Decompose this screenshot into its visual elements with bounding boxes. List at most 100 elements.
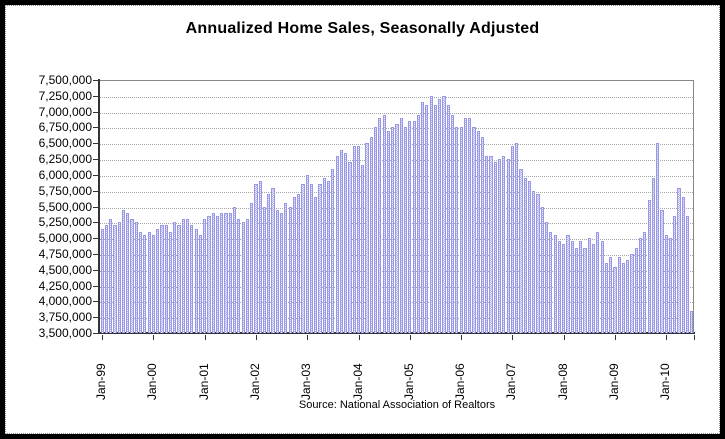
bar [463,117,467,333]
bar [220,212,224,333]
y-tick-label: 5,500,000 [38,199,92,214]
bar [203,219,207,333]
bar [421,102,425,333]
bar [510,146,514,333]
y-tick-label: 6,250,000 [38,152,92,167]
bar [668,238,673,333]
bar [262,206,267,333]
y-tick-label: 4,250,000 [38,278,92,293]
bar [271,187,275,333]
y-tick-label: 6,000,000 [38,167,92,182]
bar [280,212,284,333]
bar [438,98,442,333]
bar [374,127,378,333]
bar [686,216,690,333]
y-tick-label: 6,750,000 [38,120,92,135]
bar [228,212,232,333]
bar [309,184,314,333]
bar [130,219,134,333]
y-tick-mark [93,222,99,224]
bar [186,219,190,333]
y-tick-mark [93,333,99,334]
y-axis [98,79,100,334]
y-tick-label: 4,750,000 [38,246,92,261]
bar [207,216,211,333]
bar [446,105,450,333]
bar [553,234,557,333]
bar [579,241,583,333]
bar [532,190,536,333]
bar [416,114,420,333]
bar [638,238,643,333]
bar [634,247,638,333]
bar [656,143,660,333]
y-tick-label: 6,500,000 [38,136,92,151]
bar [502,155,506,333]
bar [617,257,621,333]
bar [100,228,104,333]
bar [297,193,301,333]
bar [544,222,549,333]
y-tick-mark [93,159,99,161]
bar [493,162,497,333]
bar [139,231,143,333]
bar [198,234,202,333]
x-tick-label: Jan-07 [504,363,519,400]
x-tick-label: Jan-05 [401,363,416,400]
x-tick-label: Jan-99 [94,363,109,400]
bar [690,310,694,333]
bar [117,222,121,333]
source-note: Source: National Association of Realtors [298,399,496,411]
y-tick-mark [93,111,99,113]
bar [442,95,446,333]
bar [549,231,553,333]
bar [621,263,626,333]
y-tick-mark [93,174,99,176]
x-tick-label: Jan-06 [453,363,468,400]
bar [134,222,138,333]
bar [331,168,335,333]
x-tick-mark [204,335,206,340]
y-tick-mark [93,238,99,240]
bar [339,149,344,333]
bar [113,225,117,333]
bar [382,114,386,333]
bar [181,219,185,333]
bar [322,178,326,333]
bar [215,216,220,333]
bar [314,197,318,333]
bar [587,238,591,333]
bar [472,127,476,333]
bar [480,136,485,333]
x-tick-mark [614,335,616,340]
plot-area [100,80,694,333]
x-tick-mark [102,335,104,340]
y-tick-mark [93,206,99,208]
bar [630,253,634,333]
bar [156,228,160,333]
y-tick-label: 5,250,000 [38,215,92,230]
gridline [100,112,693,114]
bar [497,159,502,333]
x-tick-label: Jan-01 [196,363,211,400]
bar [651,178,655,333]
x-tick-mark [307,335,309,340]
bar [408,121,412,333]
x-tick-label: Jan-08 [555,363,570,400]
y-tick-mark [93,253,99,255]
x-tick-label: Jan-03 [299,363,314,400]
x-tick-label: Jan-02 [247,363,262,400]
bar [459,127,463,333]
chart-title: Annualized Home Sales, Seasonally Adjust… [185,20,540,37]
y-tick-mark [93,190,99,192]
bar [647,200,651,333]
bar [160,225,164,333]
bar [425,105,429,333]
y-tick-label: 3,750,000 [38,310,92,325]
bar [224,212,228,333]
bar [109,219,113,333]
bar [173,222,177,333]
bar [344,152,348,333]
x-tick-mark [358,335,360,340]
bar [151,234,155,333]
